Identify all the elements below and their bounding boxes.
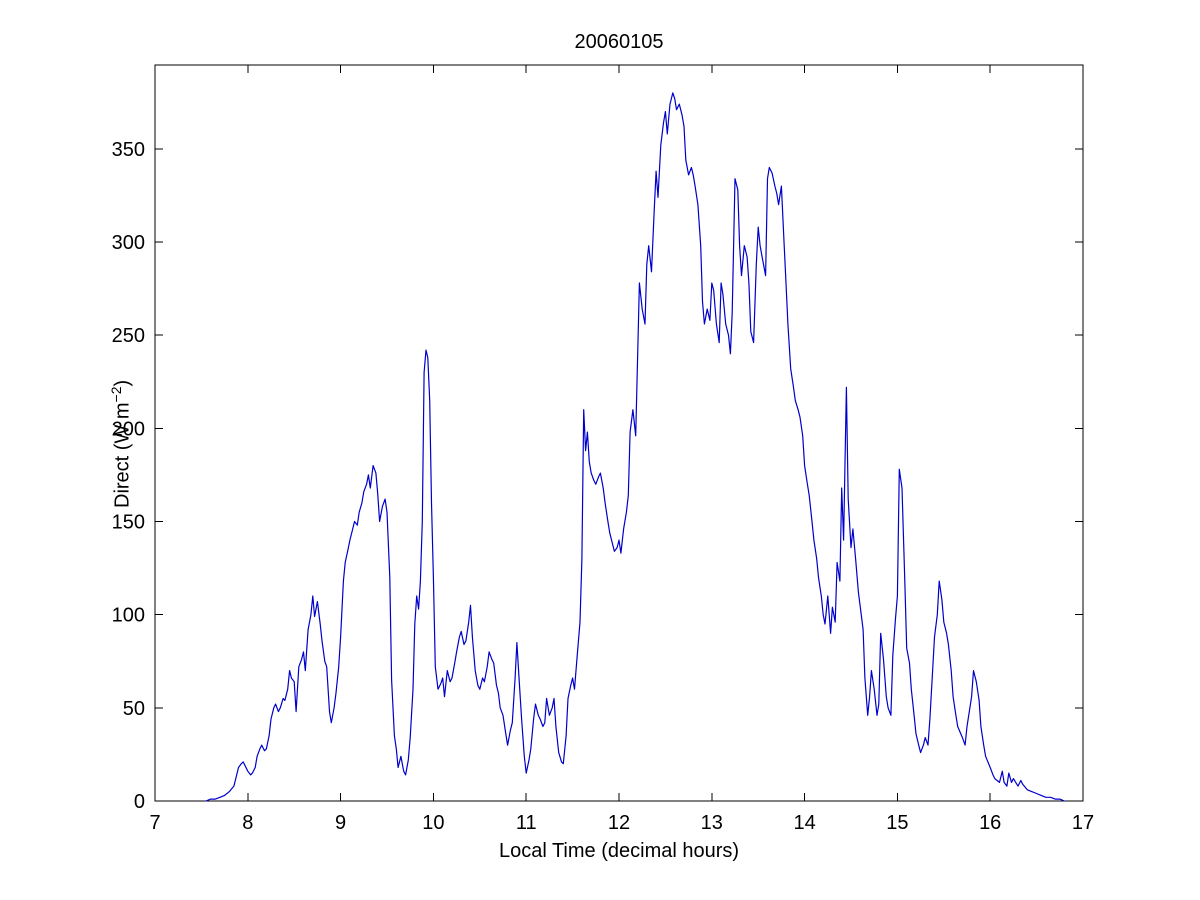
y-tick-label: 300 xyxy=(112,232,145,254)
y-axis-label-main: Direct (W m xyxy=(111,402,134,508)
x-tick-label: 11 xyxy=(516,812,537,834)
x-tick-label: 14 xyxy=(793,812,815,834)
x-tick-label: 9 xyxy=(335,812,346,834)
data-series-line xyxy=(205,92,1066,802)
y-tick-label: 200 xyxy=(112,418,145,440)
y-tick-label: 100 xyxy=(112,605,145,627)
y-tick-label: 250 xyxy=(112,325,145,347)
y-tick-label: 150 xyxy=(112,512,145,534)
x-tick-label: 12 xyxy=(608,812,630,834)
x-tick-label: 7 xyxy=(149,812,160,834)
y-tick-label: 50 xyxy=(123,698,145,720)
x-tick-label: 13 xyxy=(701,812,723,834)
axis-ticks xyxy=(154,65,1084,802)
y-axis-label-superscript: −2 xyxy=(108,386,124,403)
x-tick-label: 8 xyxy=(242,812,253,834)
x-tick-label: 17 xyxy=(1072,812,1094,834)
x-axis-label: Local Time (decimal hours) xyxy=(498,840,740,862)
y-axis-label: Direct (W m−2) xyxy=(105,380,134,508)
chart-title: 20060105 xyxy=(574,31,664,53)
x-tick-label: 15 xyxy=(886,812,908,834)
y-tick-label: 350 xyxy=(112,139,145,161)
x-tick-label: 16 xyxy=(979,812,1001,834)
y-axis-label-end: ) xyxy=(111,379,134,387)
x-tick-label: 10 xyxy=(422,812,444,834)
axis-tick-labels: 7 8 9 10 11 12 13 14 15 16 17 0 50 100 150 200 250 300 350 xyxy=(112,139,1095,834)
y-tick-label: 0 xyxy=(134,791,145,813)
